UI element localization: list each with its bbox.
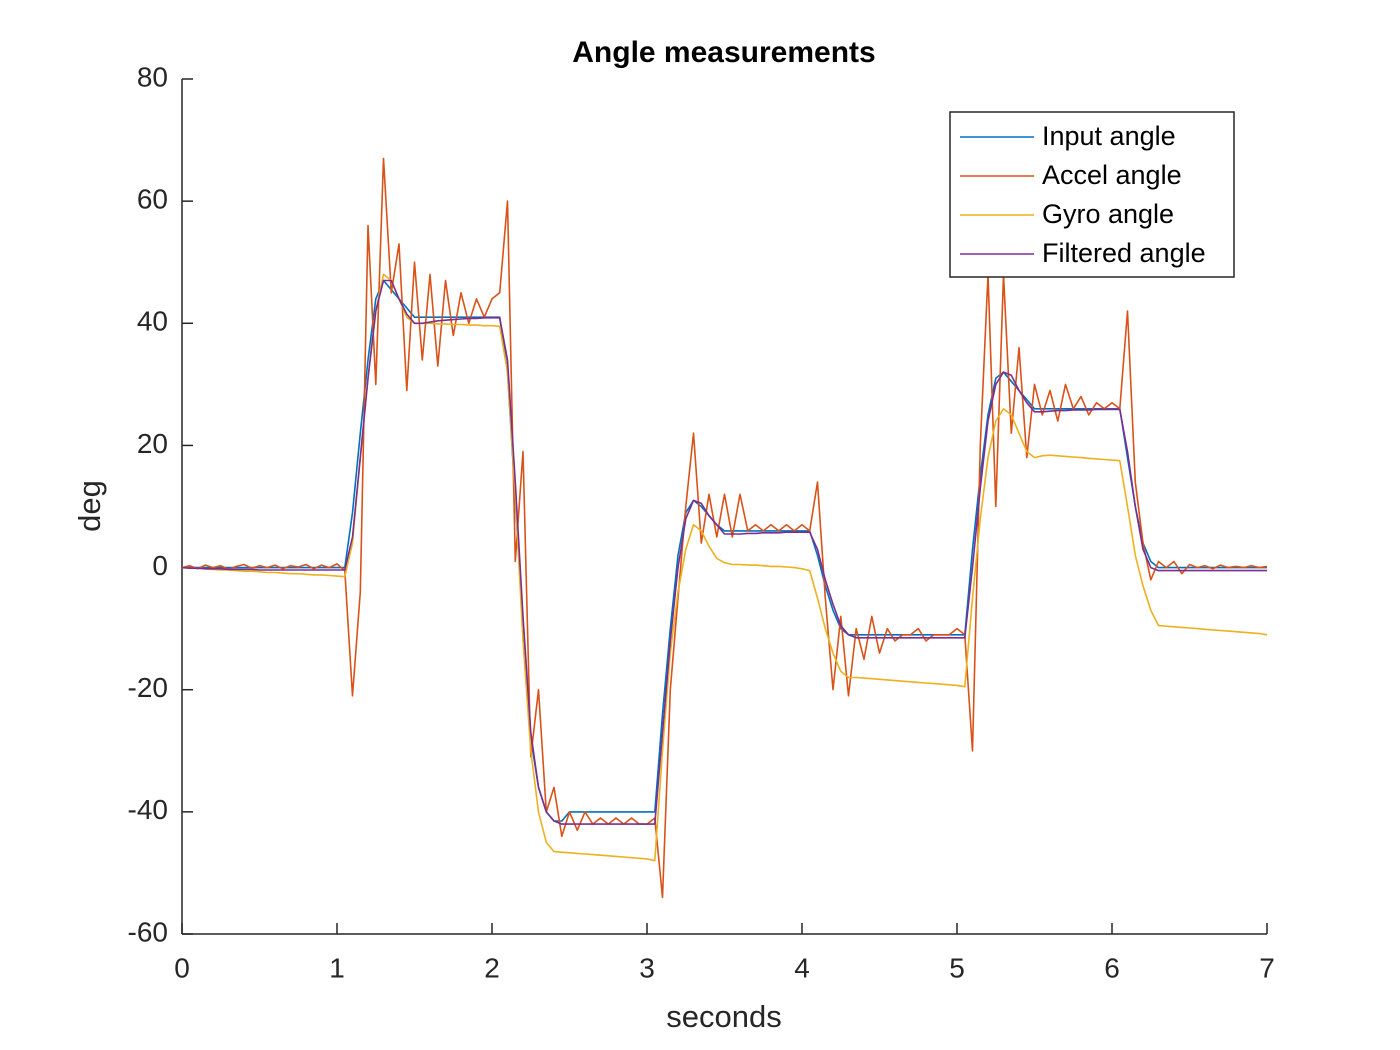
y-axis-label: deg: [72, 480, 107, 532]
legend-label: Gyro angle: [1042, 199, 1174, 229]
y-tick-label: -60: [128, 916, 168, 947]
x-tick-label: 4: [794, 952, 810, 983]
legend-label: Accel angle: [1042, 160, 1182, 190]
legend-box: [949, 111, 1235, 278]
x-tick-label: 0: [174, 952, 190, 983]
x-axis-label: seconds: [666, 999, 781, 1034]
x-tick-label: 7: [1259, 952, 1275, 983]
legend-label: Input angle: [1042, 121, 1176, 151]
x-tick-label: 1: [329, 952, 345, 983]
legend: Input angle Accel angle Gyro angle Filtered…: [949, 111, 1235, 278]
legend-label: Filtered angle: [1042, 238, 1206, 268]
y-tick-label: -40: [128, 794, 168, 825]
data-line: [181, 279, 1267, 825]
x-tick-label: 3: [639, 952, 655, 983]
y-tick-label: 40: [137, 306, 168, 337]
chart-title: Angle measurements: [572, 36, 875, 69]
y-tick-label: 60: [137, 184, 168, 215]
y-tick-label: 20: [137, 428, 168, 459]
y-tick-label: 80: [137, 61, 168, 92]
x-tick-label: 6: [1104, 952, 1120, 983]
x-tick-label: 5: [949, 952, 965, 983]
data-line: [181, 157, 1268, 899]
y-tick-label: 0: [152, 550, 168, 581]
x-tick-label: 2: [484, 952, 500, 983]
y-tick-label: -20: [128, 672, 168, 703]
